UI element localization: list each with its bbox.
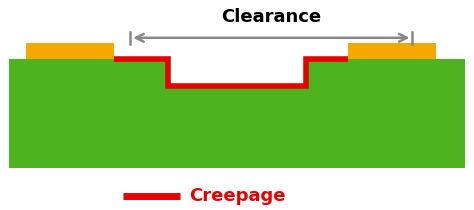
Bar: [114, 32, 348, 59]
Bar: [348, 43, 436, 59]
Bar: [168, 59, 306, 86]
Bar: [9, 59, 465, 168]
Text: Clearance: Clearance: [221, 8, 321, 26]
Text: Creepage: Creepage: [190, 187, 286, 205]
Bar: [26, 43, 114, 59]
